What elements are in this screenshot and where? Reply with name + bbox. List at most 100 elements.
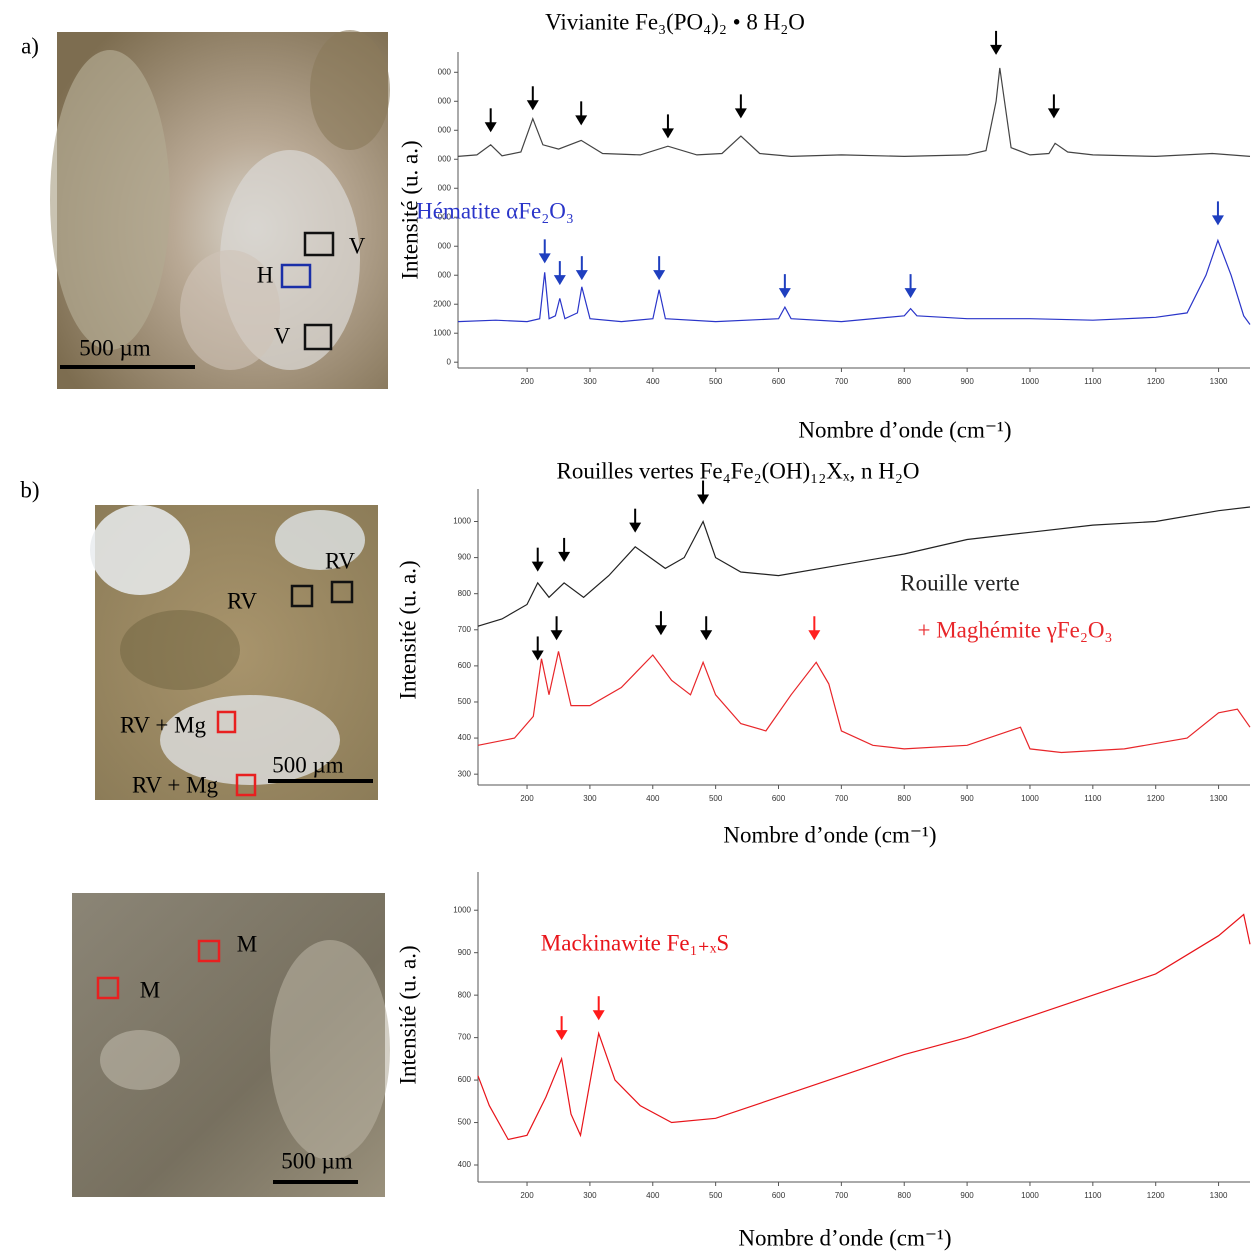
peak-arrow <box>808 630 821 641</box>
x-tick-label: 1200 <box>1147 1191 1165 1200</box>
scale-bar-label: 500 µm <box>272 752 344 777</box>
peak-arrow <box>904 288 917 299</box>
image-label: V <box>274 323 291 348</box>
roi-box <box>216 710 237 734</box>
spectrum <box>477 913 1251 1141</box>
peak-arrow <box>553 275 566 286</box>
peak-arrow <box>531 650 544 661</box>
spectrum <box>477 651 1251 754</box>
peak-arrow <box>538 253 551 264</box>
chart-title: Rouilles vertes Fe₄Fe₂(OH)₁₂Xₓ, n H₂O <box>557 458 920 483</box>
peak-arrow <box>661 128 674 139</box>
scale-bar-label: 500 µm <box>79 335 151 360</box>
peak-arrow <box>629 522 642 533</box>
x-tick-label: 800 <box>898 794 912 803</box>
series-label: + Maghémite γFe₂O₃ <box>917 617 1112 642</box>
x-axis-label: Nombre d’onde (cm⁻¹) <box>738 1225 951 1250</box>
roi-box <box>235 773 257 797</box>
y-axis-label: Intensité (u. a.) <box>395 945 420 1084</box>
x-tick-label: 800 <box>898 377 912 386</box>
x-tick-label: 1300 <box>1210 794 1228 803</box>
peak-arrow <box>592 1010 605 1021</box>
x-tick-label: 700 <box>835 1191 849 1200</box>
x-tick-label: 800 <box>898 1191 912 1200</box>
micrograph-c <box>72 893 390 1197</box>
x-tick-label: 1100 <box>1084 1191 1102 1200</box>
y-tick-label: 000 <box>438 212 452 221</box>
x-tick-label: 1000 <box>1021 377 1039 386</box>
peak-arrow <box>697 494 710 505</box>
x-tick-label: 400 <box>646 794 660 803</box>
x-tick-label: 500 <box>709 1191 723 1200</box>
x-tick-label: 900 <box>960 377 974 386</box>
y-tick-label: 400 <box>458 1160 472 1169</box>
x-tick-label: 500 <box>709 377 723 386</box>
peak-arrow <box>1211 215 1224 226</box>
series-label: Hématite αFe₂O₃ <box>416 198 574 223</box>
y-axis-label: Intensité (u. a.) <box>397 140 422 279</box>
image-label: RV <box>227 588 257 613</box>
roi-box <box>280 263 312 289</box>
image-label: RV + Mg <box>132 772 219 797</box>
x-tick-label: 1300 <box>1210 377 1228 386</box>
peak-arrow <box>526 100 539 111</box>
y-tick-label: 000 <box>438 67 452 76</box>
y-tick-label: 1000 <box>453 905 471 914</box>
image-label: RV <box>325 548 355 573</box>
roi-box <box>303 231 335 257</box>
y-tick-label: 500 <box>458 697 472 706</box>
y-tick-label: 400 <box>458 733 472 742</box>
x-axis-label: Nombre d’onde (cm⁻¹) <box>798 417 1011 442</box>
x-tick-label: 200 <box>520 794 534 803</box>
x-tick-label: 900 <box>960 794 974 803</box>
roi-box <box>303 323 333 351</box>
x-tick-label: 200 <box>520 377 534 386</box>
x-tick-label: 300 <box>583 377 597 386</box>
x-tick-label: 400 <box>646 377 660 386</box>
y-axis-label: Intensité (u. a.) <box>395 560 420 699</box>
peak-arrow <box>558 551 571 562</box>
y-tick-label: 000 <box>438 241 452 250</box>
x-tick-label: 1000 <box>1021 1191 1039 1200</box>
y-tick-label: 0 <box>447 357 452 366</box>
y-tick-label: 900 <box>458 948 472 957</box>
x-tick-label: 1200 <box>1147 377 1165 386</box>
peak-arrow <box>734 108 747 119</box>
y-tick-label: 600 <box>458 1075 472 1084</box>
x-tick-label: 1200 <box>1147 794 1165 803</box>
y-tick-label: 700 <box>458 625 472 634</box>
peak-arrow <box>653 270 666 281</box>
y-tick-label: 800 <box>458 589 472 598</box>
y-tick-label: 1000 <box>433 328 451 337</box>
peak-arrow <box>555 1030 568 1041</box>
peak-arrow <box>531 561 544 572</box>
y-tick-label: 1000 <box>453 517 471 526</box>
peak-arrow <box>654 625 667 636</box>
y-tick-label: 700 <box>458 1033 472 1042</box>
x-axis-label: Nombre d’onde (cm⁻¹) <box>723 822 936 847</box>
spectrum <box>457 67 1251 158</box>
x-tick-label: 700 <box>835 794 849 803</box>
x-tick-label: 500 <box>709 794 723 803</box>
micrograph-a <box>50 30 390 389</box>
x-tick-label: 600 <box>772 377 786 386</box>
image-label: M <box>237 931 257 956</box>
peak-arrow <box>778 288 791 299</box>
x-tick-label: 200 <box>520 1191 534 1200</box>
x-tick-label: 300 <box>583 1191 597 1200</box>
image-label: V <box>349 233 366 258</box>
series-label: Rouille verte <box>900 570 1019 595</box>
x-tick-label: 700 <box>835 377 849 386</box>
x-tick-label: 400 <box>646 1191 660 1200</box>
image-label: RV + Mg <box>120 712 207 737</box>
x-tick-label: 600 <box>772 1191 786 1200</box>
image-label: H <box>257 262 274 287</box>
y-tick-label: 000 <box>438 183 452 192</box>
chart-title: Vivianite Fe₃(PO₄)₂ • 8 H₂O <box>545 9 805 34</box>
x-tick-label: 1000 <box>1021 794 1039 803</box>
spectrum <box>477 506 1251 627</box>
y-tick-label: 600 <box>458 661 472 670</box>
x-tick-label: 600 <box>772 794 786 803</box>
micrograph-b <box>90 505 378 800</box>
